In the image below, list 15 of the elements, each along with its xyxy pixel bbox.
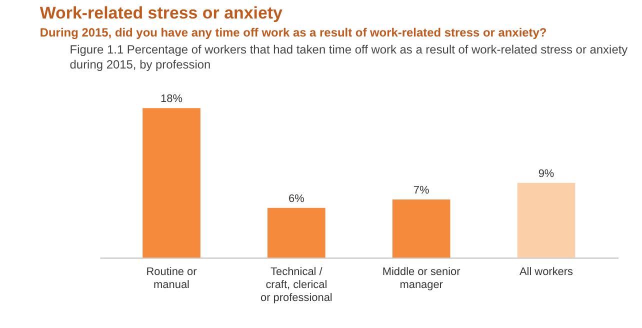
data-label: 18% (160, 93, 183, 106)
bar (392, 200, 450, 258)
chart-subtitle: During 2015, did you have any time off work as a result of work-related stress or anxiety? (40, 25, 547, 40)
x-tick-label: Technical / craft, clerical or professional (260, 266, 332, 304)
data-label: 9% (538, 168, 554, 180)
bar (268, 208, 326, 258)
bar (142, 108, 200, 258)
caption: Figure 1.1 Percentage of workers that had taken time off work as a result of work-related stress or anxiety during 2015, by profession (70, 42, 628, 72)
data-label: 6% (288, 192, 305, 205)
bar (517, 182, 576, 258)
x-tick-label: All workers (519, 266, 574, 278)
chart-title: Work-related stress or anxiety (40, 3, 284, 22)
data-label: 7% (413, 184, 430, 197)
x-tick-label: Routine or manual (146, 266, 198, 292)
x-tick-label: Middle or senior manager (382, 266, 461, 292)
